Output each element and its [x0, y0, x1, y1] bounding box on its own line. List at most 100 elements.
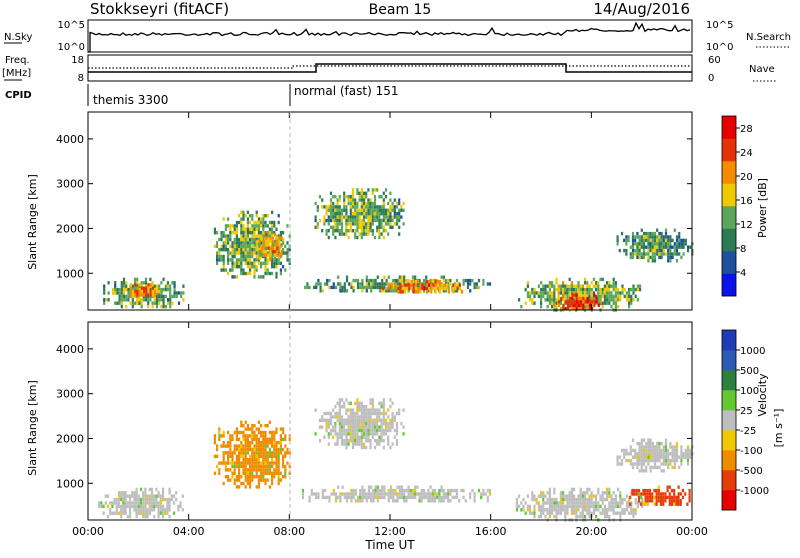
heatmap-cell — [315, 285, 318, 290]
heatmap-cell — [384, 208, 388, 212]
heatmap-cell — [373, 235, 377, 240]
heatmap-cell — [612, 511, 615, 515]
heatmap-cell — [242, 234, 245, 238]
heatmap-cell — [336, 442, 339, 446]
heatmap-cell — [137, 508, 140, 512]
heatmap-cell — [144, 504, 147, 509]
heatmap-cell — [253, 454, 256, 458]
heatmap-cell — [382, 229, 385, 233]
heatmap-cell — [360, 418, 363, 422]
heatmap-cell — [638, 242, 641, 246]
heatmap-cell — [455, 492, 459, 496]
heatmap-cell — [244, 234, 247, 238]
heatmap-cell — [360, 208, 363, 212]
heatmap-cell — [351, 212, 355, 216]
heatmap-cell — [262, 475, 265, 479]
heatmap-cell — [566, 511, 569, 515]
heatmap-cell — [151, 301, 154, 305]
heatmap-cell — [118, 291, 121, 295]
heatmap-cell — [392, 289, 395, 293]
heatmap-cell — [144, 284, 148, 288]
heatmap-cell — [376, 411, 379, 416]
heatmap-cell — [638, 462, 641, 466]
heatmap-cell — [277, 464, 280, 469]
heatmap-cell — [218, 248, 221, 252]
heatmap-cell — [251, 217, 254, 221]
heatmap-cell — [653, 448, 657, 453]
heatmap-cell — [533, 287, 536, 292]
heatmap-cell — [378, 222, 381, 226]
heatmap-cell — [480, 495, 483, 500]
heatmap-cell — [579, 291, 582, 295]
heatmap-cell — [564, 307, 567, 311]
heatmap-cell — [166, 284, 170, 288]
heatmap-cell — [376, 218, 379, 223]
heatmap-cell — [365, 222, 368, 226]
heatmap-cell — [389, 215, 392, 219]
heatmap-cell — [669, 235, 672, 239]
heatmap-cell — [406, 286, 409, 291]
heatmap-cell — [564, 514, 567, 519]
heatmap-cell — [255, 444, 258, 448]
heatmap-cell — [420, 488, 423, 493]
heatmap-cell — [343, 191, 346, 195]
heatmap-cell — [603, 301, 606, 305]
heatmap-cell — [371, 188, 374, 192]
heatmap-cell — [142, 501, 145, 505]
heatmap-cell — [625, 242, 628, 246]
heatmap-cell — [308, 495, 311, 500]
heatmap-cell — [667, 448, 670, 453]
heatmap-cell — [284, 434, 287, 438]
heatmap-cell — [555, 504, 558, 509]
heatmap-cell — [569, 300, 572, 304]
heatmap-cell — [562, 501, 565, 505]
heatmap-cell — [477, 285, 481, 290]
heatmap-cell — [440, 495, 443, 500]
heatmap-cell — [286, 224, 289, 228]
heatmap-cell — [546, 298, 549, 302]
heatmap-cell — [365, 411, 368, 416]
heatmap-cell — [117, 501, 121, 505]
heatmap-cell — [142, 511, 145, 515]
heatmap-cell — [242, 454, 245, 458]
heatmap-cell — [271, 231, 274, 235]
heatmap-cell — [153, 514, 156, 519]
heatmap-cell — [522, 497, 525, 502]
heatmap-cell — [647, 248, 650, 253]
heatmap-cell — [371, 205, 374, 209]
heatmap-cell — [251, 227, 254, 231]
heatmap-cell — [577, 494, 580, 498]
heatmap-cell — [323, 488, 327, 493]
heatmap-cell — [336, 201, 339, 206]
heatmap-cell — [336, 418, 339, 422]
heatmap-cell — [649, 245, 652, 249]
colorbar-swatch — [722, 350, 736, 371]
heatmap-cell — [414, 275, 417, 279]
heatmap-cell — [358, 422, 361, 426]
heatmap-cell — [251, 471, 254, 475]
heatmap-cell — [429, 499, 432, 503]
heatmap-cell — [515, 497, 518, 502]
heatmap-cell — [642, 452, 646, 456]
heatmap-cell — [365, 285, 368, 290]
heatmap-cell — [633, 492, 636, 496]
heatmap-cell — [164, 284, 167, 288]
heatmap-cell — [240, 258, 243, 262]
heatmap-cell — [570, 501, 573, 505]
heatmap-cell — [131, 504, 134, 509]
heatmap-cell — [564, 504, 567, 509]
heatmap-cell — [391, 225, 394, 229]
heatmap-cell — [238, 248, 241, 252]
heatmap-cell — [586, 303, 589, 307]
heatmap-cell — [584, 294, 587, 299]
heatmap-cell — [257, 420, 260, 424]
heatmap-cell — [268, 441, 271, 445]
heatmap-cell — [131, 304, 134, 309]
heatmap-cell — [387, 218, 390, 223]
heatmap-cell — [675, 259, 679, 263]
heatmap-cell — [656, 252, 659, 256]
heatmap-cell — [348, 495, 351, 500]
heatmap-cell — [362, 225, 366, 229]
heatmap-cell — [640, 458, 643, 463]
